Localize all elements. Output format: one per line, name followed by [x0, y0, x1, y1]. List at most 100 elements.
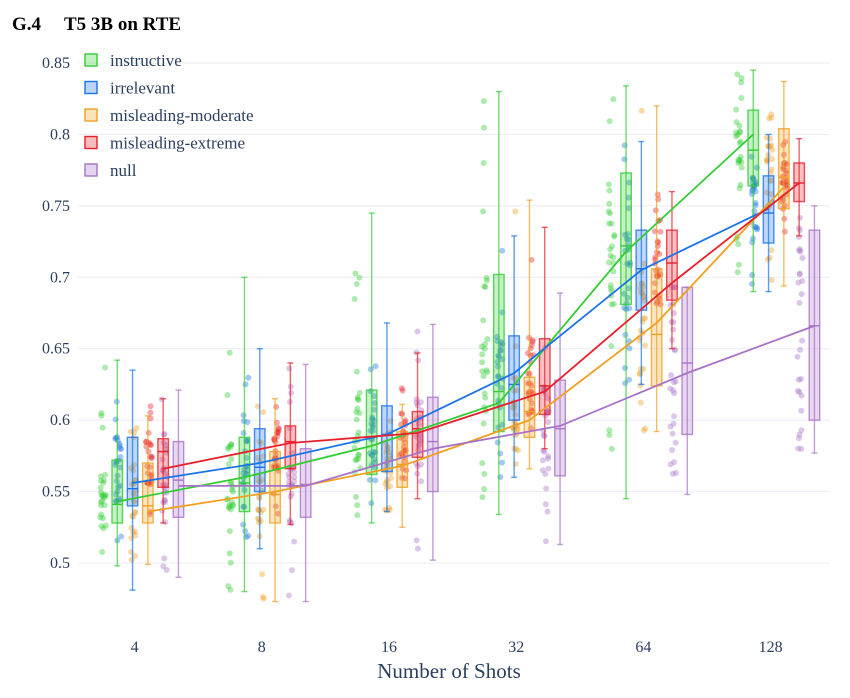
data-point	[117, 482, 124, 489]
data-point	[541, 448, 548, 455]
data-point	[483, 274, 490, 281]
data-point	[608, 342, 615, 349]
data-point	[418, 461, 425, 468]
data-point	[131, 509, 138, 516]
data-point	[245, 532, 252, 539]
data-point	[528, 342, 535, 349]
data-point	[288, 520, 295, 527]
data-point	[354, 394, 361, 401]
data-point	[736, 185, 743, 192]
data-point	[102, 492, 109, 499]
legend-swatch	[84, 163, 98, 177]
data-point	[605, 208, 612, 215]
x-axis-ticks: 4 8 16 32 64 128	[131, 639, 783, 656]
data-point	[672, 470, 679, 477]
data-point	[240, 430, 247, 437]
data-point	[796, 271, 803, 278]
data-point	[768, 111, 775, 118]
y-tick-label: 0.5	[50, 555, 70, 572]
data-point	[260, 593, 267, 600]
data-point	[539, 467, 546, 474]
data-point	[766, 115, 773, 122]
data-point	[608, 301, 615, 308]
data-point	[607, 246, 614, 253]
data-point	[737, 129, 744, 136]
data-point	[795, 279, 802, 286]
data-point	[100, 479, 107, 486]
data-point	[116, 442, 123, 449]
data-point	[637, 399, 644, 406]
box-body	[126, 436, 139, 507]
data-point	[352, 270, 359, 277]
x-tick-label: 16	[381, 639, 397, 656]
data-point	[737, 138, 744, 145]
data-point	[642, 425, 649, 432]
data-point	[479, 460, 486, 467]
data-point	[480, 317, 487, 324]
data-point	[228, 499, 235, 506]
mean-line-null	[178, 325, 815, 487]
data-point	[480, 160, 487, 167]
data-point	[259, 571, 266, 578]
data-point	[372, 477, 379, 484]
data-point	[738, 159, 745, 166]
data-point	[737, 181, 744, 188]
data-point	[529, 337, 536, 344]
data-point	[733, 106, 740, 113]
data-point	[227, 586, 234, 593]
data-point	[528, 389, 535, 396]
box-body	[777, 128, 790, 210]
data-point	[274, 430, 281, 437]
data-point	[640, 292, 647, 299]
legend: instructive irrelevant misleading-moderate…	[84, 51, 254, 180]
data-point	[147, 403, 154, 410]
data-point	[667, 461, 674, 468]
data-point	[260, 595, 267, 602]
data-point	[798, 376, 805, 383]
data-point	[796, 214, 803, 221]
data-point	[255, 519, 262, 526]
data-point	[401, 418, 408, 425]
data-point	[768, 166, 775, 173]
data-point	[543, 485, 550, 492]
data-point	[736, 158, 743, 165]
data-point	[352, 457, 359, 464]
box-body	[793, 162, 806, 203]
data-point	[132, 552, 139, 559]
data-point	[372, 363, 379, 370]
data-point	[480, 373, 487, 380]
data-point	[670, 379, 677, 386]
data-point	[670, 387, 677, 394]
box-body	[365, 389, 378, 476]
data-point	[481, 345, 488, 352]
data-point	[101, 502, 108, 509]
data-point	[398, 385, 405, 392]
data-point	[275, 425, 282, 432]
data-point	[671, 459, 678, 466]
data-point	[768, 142, 775, 149]
data-point	[286, 365, 293, 372]
data-point	[226, 349, 233, 356]
data-point	[275, 426, 282, 433]
data-point	[607, 252, 614, 259]
data-point	[386, 453, 393, 460]
data-point	[783, 185, 790, 192]
data-point	[783, 170, 790, 177]
data-point	[752, 188, 759, 195]
data-point	[783, 161, 790, 168]
data-point	[229, 502, 236, 509]
data-point	[798, 392, 805, 399]
data-point	[116, 445, 123, 452]
data-point	[783, 178, 790, 185]
y-tick-label: 0.8	[50, 126, 70, 143]
data-point	[102, 522, 109, 529]
data-point	[481, 283, 488, 290]
box-plots	[111, 69, 821, 603]
data-point	[781, 228, 788, 235]
data-point	[797, 346, 804, 353]
data-point	[413, 537, 420, 544]
data-point	[288, 389, 295, 396]
data-point	[669, 470, 676, 477]
data-point	[100, 477, 107, 484]
data-point	[161, 555, 168, 562]
